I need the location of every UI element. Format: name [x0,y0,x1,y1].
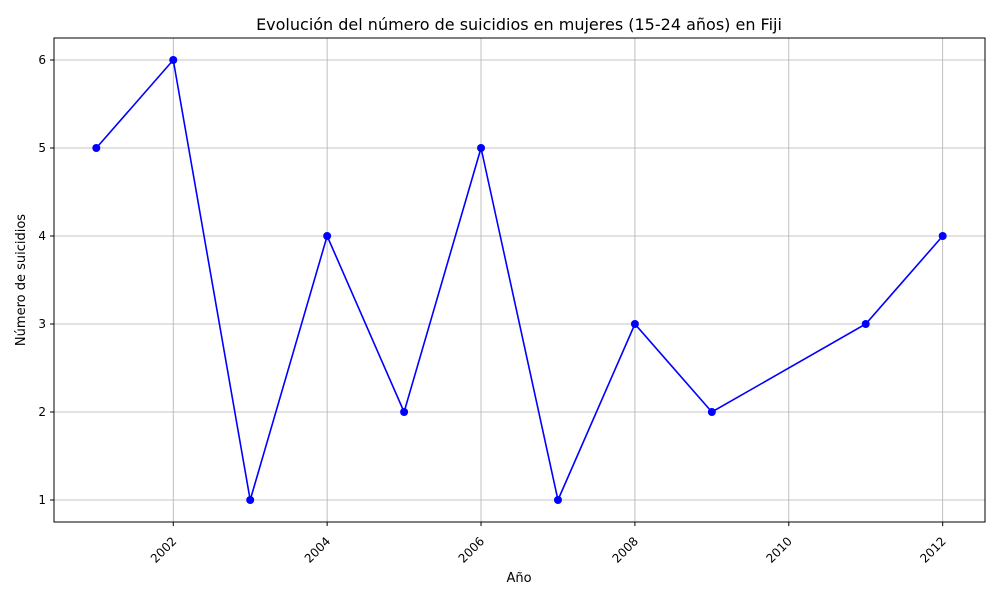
chart-title: Evolución del número de suicidios en muj… [256,15,782,34]
data-point [630,320,639,328]
series-layer [92,56,947,504]
y-tick-label: 5 [38,141,46,155]
y-tick-label: 3 [38,317,46,331]
data-point [169,56,178,64]
x-tick-label: 2006 [456,534,487,565]
series-line [95,58,944,503]
x-tick-label: 2002 [148,534,179,565]
data-point [477,144,486,152]
y-axis-ticks: 1 2 3 4 5 6 [38,53,54,507]
x-tick-label: 2004 [302,534,333,565]
data-point [553,496,562,504]
y-tick-label: 1 [38,493,46,507]
data-point [938,232,947,240]
data-point [861,320,870,328]
data-point [323,232,332,240]
data-point [92,144,101,152]
x-axis-label: Año [506,571,531,586]
y-tick-label: 4 [38,229,46,243]
y-tick-label: 2 [38,405,46,419]
x-tick-label: 2012 [917,534,948,565]
data-point [707,408,716,416]
grid [54,38,985,522]
plot-frame [53,37,986,523]
x-tick-label: 2010 [763,534,794,565]
y-axis-label: Número de suicidios [14,214,29,346]
data-point [400,408,409,416]
x-tick-label: 2008 [610,534,641,565]
data-point [246,496,255,504]
y-tick-label: 6 [38,53,46,67]
x-axis-ticks: 2002 2004 2006 2008 2010 2012 [148,522,949,566]
